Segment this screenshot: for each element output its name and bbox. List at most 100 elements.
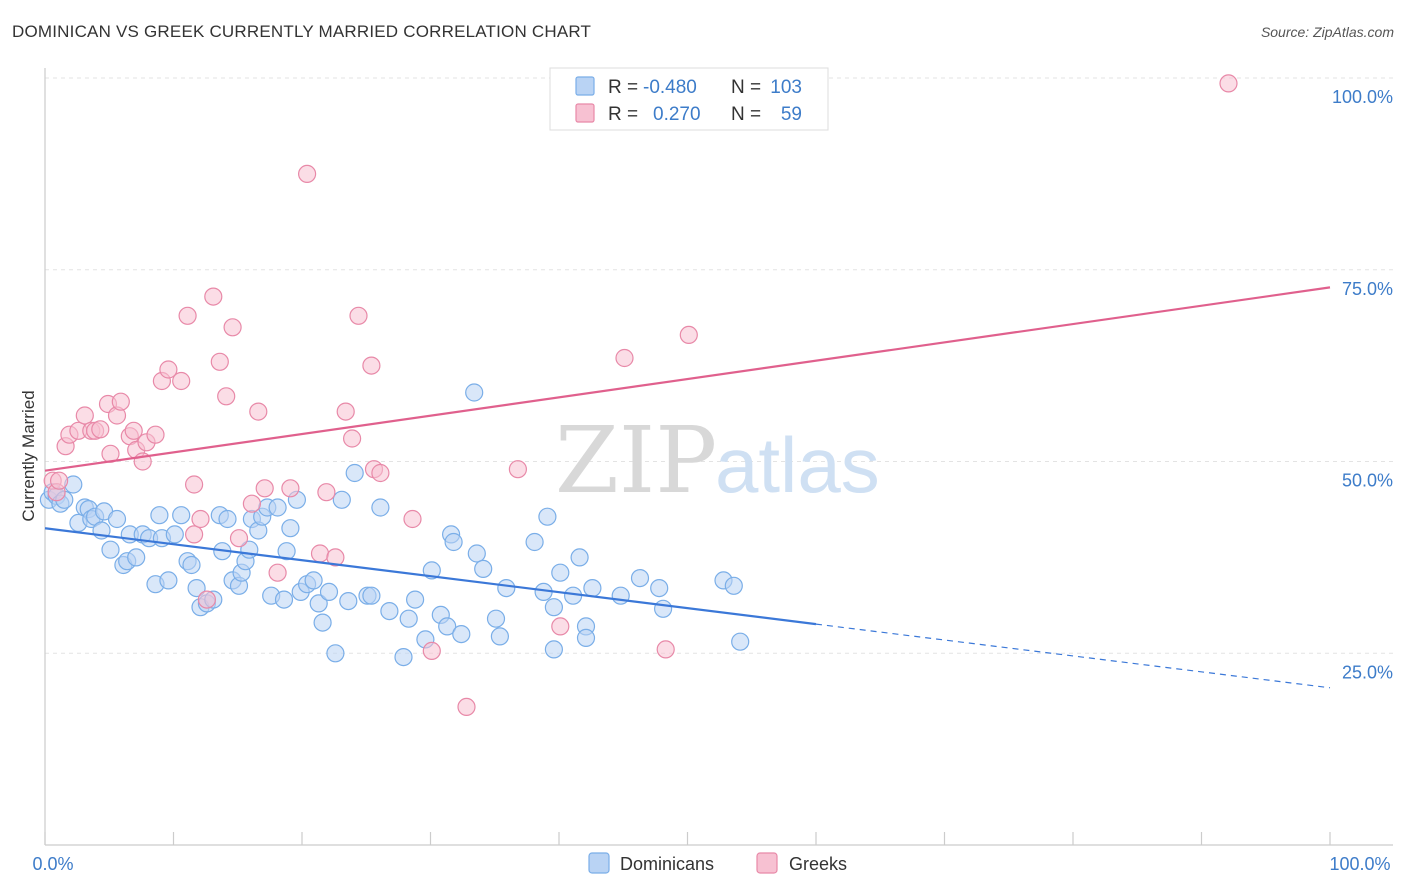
point-greeks-45	[362, 356, 381, 375]
point-dominicans-75	[465, 383, 484, 402]
point-dominicans-89	[576, 628, 596, 648]
point-dominicans-79	[490, 627, 509, 646]
point-dominicans-71	[438, 617, 457, 636]
bottom-legend-label-dominicans: Dominicans	[620, 854, 714, 874]
point-greeks-26	[191, 509, 210, 529]
legend-n-value-greeks: 59	[781, 104, 802, 125]
point-greeks-35	[255, 479, 274, 498]
point-greeks-58	[1219, 74, 1238, 93]
point-greeks-50	[457, 697, 476, 717]
bottom-legend: Dominicans Greeks	[588, 852, 847, 874]
legend-r-value-dominicans: -0.480	[643, 77, 697, 98]
y-tick-label-2: 75.0%	[1342, 279, 1393, 299]
point-dominicans-14	[107, 509, 127, 529]
point-greeks-9	[91, 420, 110, 439]
point-greeks-53	[615, 348, 634, 368]
point-dominicans-46	[268, 498, 287, 517]
y-axis-label: Currently Married	[19, 390, 38, 521]
legend-r-value-greeks: 0.270	[653, 104, 701, 125]
point-dominicans-81	[525, 532, 544, 552]
point-greeks-23	[178, 306, 197, 325]
point-dominicans-48	[277, 542, 296, 561]
trend-line-dominicans	[44, 527, 817, 626]
point-dominicans-63	[371, 498, 390, 517]
point-dominicans-57	[326, 644, 345, 663]
point-greeks-32	[229, 529, 249, 548]
point-dominicans-59	[339, 591, 358, 611]
point-dominicans-92	[630, 568, 650, 588]
point-dominicans-26	[172, 506, 191, 525]
y-tick-labels: 25.0% 50.0% 75.0% 100.0%	[1332, 87, 1393, 682]
bottom-legend-label-greeks: Greeks	[789, 854, 847, 874]
point-dominicans-24	[159, 571, 178, 590]
legend-n-label-dominicans: N =	[731, 77, 761, 98]
point-dominicans-18	[127, 548, 146, 567]
point-greeks-29	[210, 352, 229, 371]
point-greeks-49	[422, 641, 441, 661]
legend-r-label-greeks: R =	[608, 104, 638, 125]
point-dominicans-80	[497, 578, 516, 598]
point-dominicans-13	[101, 540, 120, 559]
point-dominicans-64	[380, 601, 399, 621]
point-dominicans-78	[486, 609, 506, 628]
y-tick-label-3: 100.0%	[1332, 87, 1393, 107]
point-greeks-51	[508, 460, 528, 479]
point-greeks-36	[268, 563, 287, 582]
point-dominicans-73	[444, 532, 463, 552]
point-greeks-47	[371, 463, 390, 483]
point-dominicans-49	[281, 519, 300, 538]
legend-swatch-greeks	[575, 103, 595, 123]
source-credit: Source: ZipAtlas.com	[1260, 24, 1394, 40]
point-dominicans-29	[187, 578, 206, 598]
point-dominicans-62	[362, 586, 381, 605]
point-dominicans-83	[544, 640, 564, 659]
chart-title: DOMINICAN VS GREEK CURRENTLY MARRIED COR…	[12, 22, 592, 41]
point-greeks-27	[197, 590, 216, 609]
point-dominicans-47	[274, 590, 294, 609]
point-greeks-15	[124, 421, 143, 440]
point-greeks-39	[310, 544, 330, 563]
trend-line-greeks	[44, 286, 1331, 472]
x-ticks	[44, 832, 1331, 845]
legend-swatch-dominicans	[575, 76, 595, 96]
point-dominicans-53	[304, 571, 323, 590]
trend-line-extension-dominicans	[815, 623, 1331, 689]
legend-n-label-greeks: N =	[731, 104, 761, 125]
y-tick-label-0: 25.0%	[1342, 662, 1393, 682]
point-dominicans-76	[467, 544, 486, 563]
point-dominicans-85	[551, 563, 570, 582]
point-dominicans-90	[583, 578, 602, 598]
legend-n-value-dominicans: 103	[770, 77, 802, 98]
point-dominicans-96	[724, 576, 743, 595]
point-greeks-19	[146, 425, 165, 444]
point-greeks-22	[172, 371, 191, 391]
point-greeks-13	[111, 392, 130, 411]
watermark: ZIP atlas	[555, 407, 880, 514]
point-greeks-40	[317, 483, 336, 502]
axes	[44, 68, 1393, 846]
point-dominicans-74	[452, 624, 471, 644]
point-greeks-6	[75, 406, 94, 425]
point-dominicans-55	[313, 613, 332, 632]
point-dominicans-87	[570, 548, 589, 567]
point-greeks-28	[204, 287, 223, 306]
point-greeks-25	[185, 525, 204, 544]
point-greeks-38	[298, 164, 317, 183]
legend-r-label-dominicans: R =	[608, 77, 638, 98]
point-greeks-55	[679, 325, 698, 344]
point-greeks-21	[159, 360, 178, 379]
point-dominicans-65	[394, 647, 413, 667]
point-dominicans-77	[474, 559, 493, 579]
watermark-atlas: atlas	[715, 421, 880, 509]
point-dominicans-67	[406, 590, 425, 609]
bottom-legend-swatch-dominicans	[588, 852, 610, 874]
point-greeks-31	[223, 318, 242, 337]
watermark-zip: ZIP	[555, 407, 717, 514]
point-greeks-37	[281, 479, 300, 498]
point-dominicans-69	[422, 561, 441, 580]
point-greeks-52	[551, 617, 570, 636]
point-greeks-24	[185, 475, 204, 494]
gridlines	[45, 77, 1393, 654]
point-dominicans-25	[165, 525, 184, 544]
